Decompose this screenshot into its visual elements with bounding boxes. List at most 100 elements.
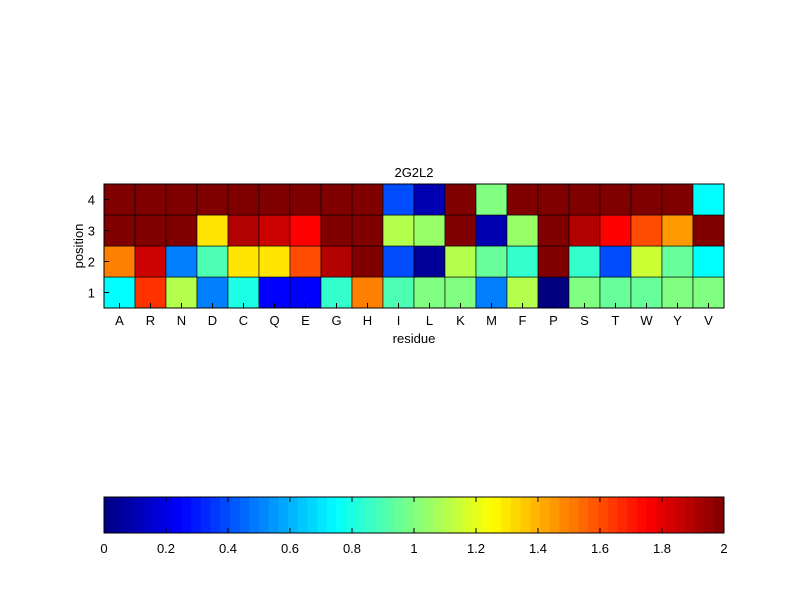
heatmap-cell <box>475 245 508 278</box>
heatmap-cell <box>661 183 694 216</box>
colorbar-stripe <box>229 497 241 533</box>
heatmap-cell <box>289 245 322 278</box>
colorbar-stripe <box>675 497 686 533</box>
colorbar-tick-label: 0 <box>100 541 107 556</box>
heatmap-cell <box>630 214 663 247</box>
colorbar-stripe <box>113 497 124 533</box>
colorbar-stripe <box>307 497 318 533</box>
heatmap-cell <box>196 245 229 278</box>
heatmap-cell <box>320 276 353 309</box>
colorbar-stripe <box>491 497 502 533</box>
heatmap-cell <box>258 214 291 247</box>
heatmap-cell <box>165 245 198 278</box>
colorbar-stripe <box>588 497 599 533</box>
colorbar-stripe <box>375 497 386 533</box>
colorbar-stripe <box>714 497 725 533</box>
heatmap-cell <box>630 245 663 278</box>
colorbar-stripe <box>539 497 551 533</box>
heatmap-cell <box>661 276 694 309</box>
colorbar-stripe <box>133 497 144 533</box>
heatmap-cell <box>537 183 570 216</box>
heatmap-cell <box>103 245 136 278</box>
x-tick-label: L <box>426 313 433 328</box>
colorbar-stripe <box>200 497 212 533</box>
colorbar-stripe <box>472 497 483 533</box>
heatmap-cell <box>258 245 291 278</box>
heatmap-cell <box>134 214 167 247</box>
heatmap-cell <box>103 276 136 309</box>
colorbar-stripe <box>530 497 541 533</box>
heatmap-cell <box>165 183 198 216</box>
heatmap-cell <box>382 276 415 309</box>
colorbar-stripe <box>162 497 173 533</box>
colorbar-tick-label: 1.2 <box>467 541 485 556</box>
heatmap-cell <box>413 214 446 247</box>
colorbar-tick-label: 0.4 <box>219 541 237 556</box>
colorbar-stripe <box>123 497 134 533</box>
heatmap-cell <box>134 276 167 309</box>
colorbar-tick-label: 2 <box>720 541 727 556</box>
x-tick-label: Y <box>673 313 682 328</box>
colorbar-stripe <box>481 497 492 533</box>
colorbar-stripe <box>433 497 444 533</box>
colorbar-stripe <box>443 497 454 533</box>
heatmap-cell <box>444 276 477 309</box>
heatmap-cell <box>103 183 136 216</box>
colorbar-stripe <box>578 497 589 533</box>
colorbar-stripe <box>355 497 367 533</box>
x-tick-label: D <box>208 313 217 328</box>
colorbar-stripe <box>249 497 260 533</box>
heatmap-cell <box>661 245 694 278</box>
colorbar-stripe <box>142 497 153 533</box>
heatmap-cell <box>630 183 663 216</box>
heatmap-cell <box>320 245 353 278</box>
heatmap-cell <box>196 214 229 247</box>
heatmap-cell <box>258 183 291 216</box>
heatmap-cell <box>537 245 570 278</box>
colorbar-stripe <box>685 497 696 533</box>
colorbar-stripe <box>336 497 347 533</box>
x-tick-label: V <box>704 313 713 328</box>
heatmap-cell <box>692 276 725 309</box>
heatmap-cell <box>692 183 725 216</box>
colorbar-stripe <box>607 497 618 533</box>
colorbar-stripe <box>559 497 570 533</box>
heatmap-cell <box>444 214 477 247</box>
colorbar-stripe <box>646 497 657 533</box>
colorbar-stripe <box>452 497 463 533</box>
colorbar-stripe <box>239 497 250 533</box>
heatmap-cell <box>692 245 725 278</box>
x-tick-marks <box>119 303 709 308</box>
colorbar-tick-label: 0.6 <box>281 541 299 556</box>
x-tick-label: M <box>486 313 497 328</box>
colorbar-stripe <box>569 497 580 533</box>
heatmap-cell <box>506 245 539 278</box>
colorbar-stripe <box>365 497 376 533</box>
colorbar-stripe <box>104 497 115 533</box>
colorbar-tick-label: 0.8 <box>343 541 361 556</box>
y-tick-label: 1 <box>88 286 95 301</box>
colorbar-stripe <box>384 497 396 533</box>
heatmap-cell <box>661 214 694 247</box>
x-tick-label: F <box>519 313 527 328</box>
heatmap-cell <box>382 214 415 247</box>
colorbar-stripe <box>520 497 531 533</box>
colorbar-stripe <box>317 497 328 533</box>
heatmap-cell <box>413 245 446 278</box>
heatmap-cell <box>692 214 725 247</box>
y-tick-labels: 1 2 3 4 <box>88 193 95 301</box>
heatmap-cell <box>289 214 322 247</box>
heatmap-cell <box>289 183 322 216</box>
heatmap-cell <box>413 183 446 216</box>
colorbar-stripe <box>510 497 522 533</box>
heatmap-cells <box>103 183 725 309</box>
x-tick-label: W <box>640 313 653 328</box>
heatmap-cell <box>475 183 508 216</box>
heatmap-cell <box>568 245 601 278</box>
colorbar-tick-labels: 0 0.2 0.4 0.6 0.8 1 1.2 1.4 1.6 1.8 2 <box>100 541 727 556</box>
heatmap-cell <box>382 245 415 278</box>
colorbar-stripe <box>617 497 628 533</box>
heatmap-cell <box>599 276 632 309</box>
x-tick-label: K <box>456 313 465 328</box>
